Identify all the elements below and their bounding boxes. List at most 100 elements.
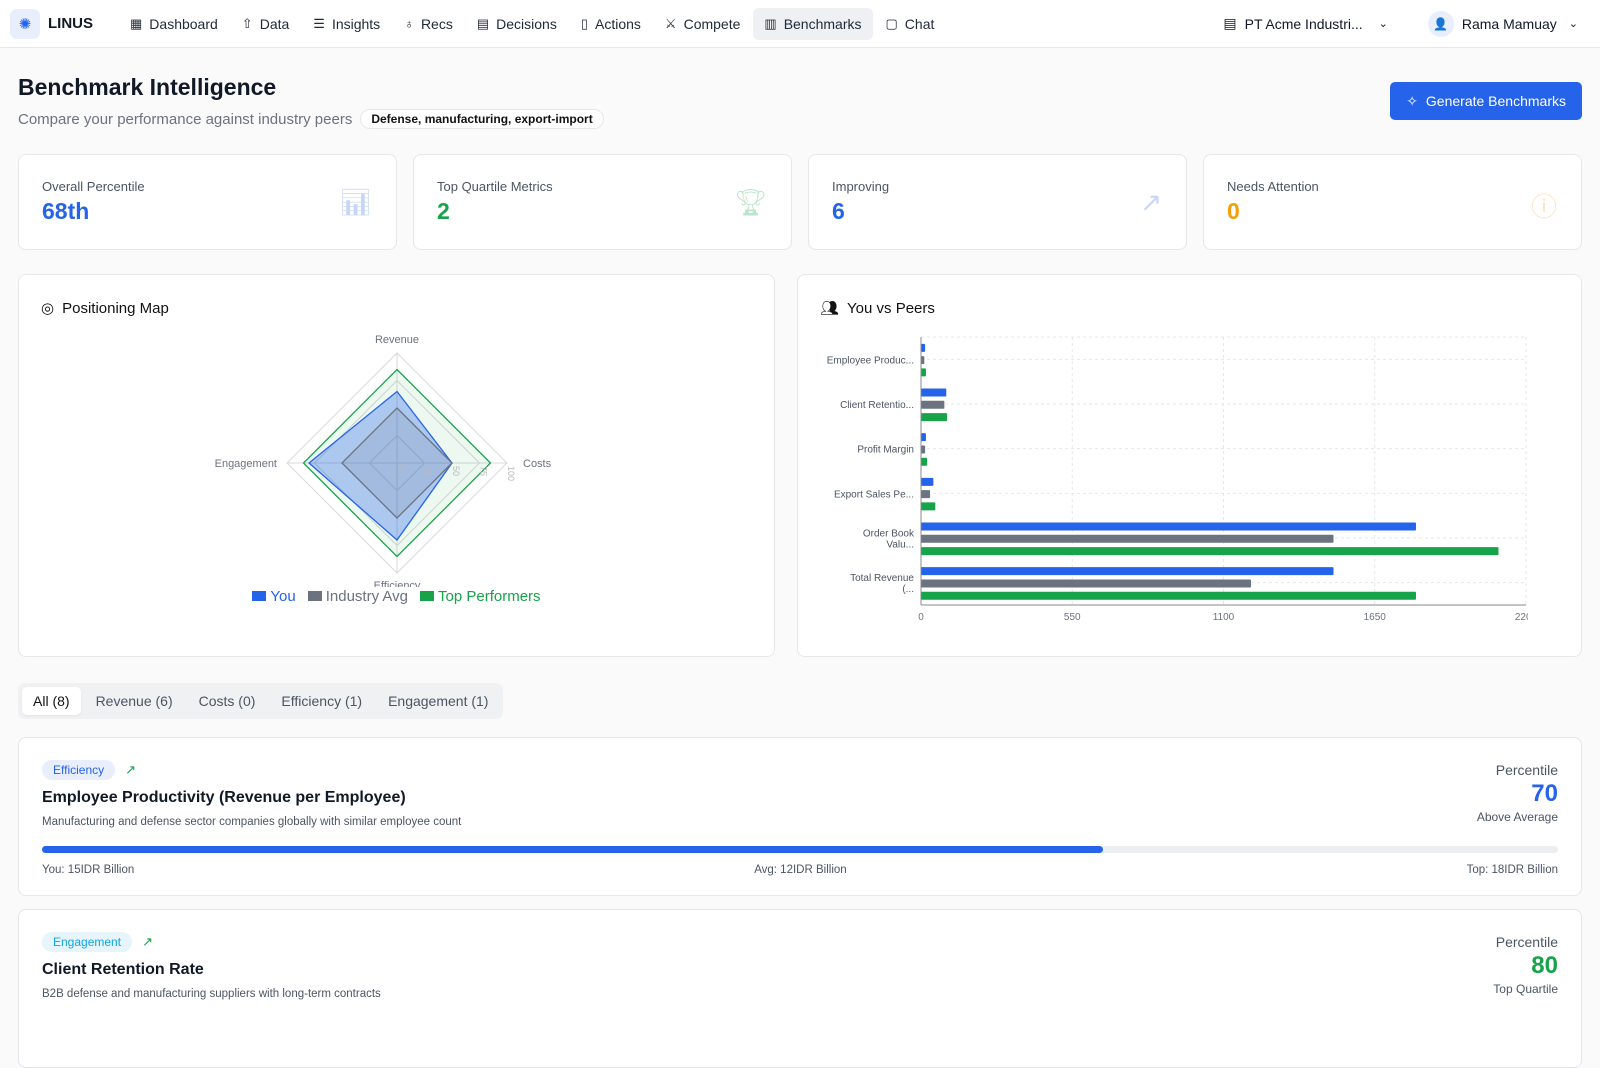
- tab-costs[interactable]: Costs (0): [198, 693, 256, 709]
- radar-tick-label: 100: [506, 466, 516, 481]
- dashboard-icon: ▦: [130, 15, 143, 31]
- you-vs-peers-panel: 👥︎ You vs Peers 0 550 1100 1650 2200 Employee …: [797, 274, 1582, 657]
- bar-chart: 0 550 1100 1650 2200 Employee Produc... Client…: [827, 336, 1528, 623]
- bar-industry-avg: [921, 445, 926, 454]
- bar-industry-avg: [921, 579, 1251, 588]
- clipboard-icon: ▯: [580, 15, 588, 31]
- radar-axis-label: Costs: [523, 458, 552, 470]
- metric-card[interactable]: Efficiency ↗ Employee Productivity (Reven…: [18, 737, 1582, 896]
- radar-legend: You Industry Avg Top Performers: [41, 588, 752, 605]
- nav-data[interactable]: ⇧ Data: [231, 8, 300, 40]
- radar-series-you: [307, 390, 453, 541]
- percentile-status: Top Quartile: [1493, 982, 1558, 996]
- y-tick-label: Export Sales Pe...: [834, 489, 914, 500]
- metric-title: Employee Productivity (Revenue per Emplo…: [42, 789, 406, 806]
- positioning-map-panel: ◎ Positioning Map Revenue Costs Efficiency E…: [18, 274, 775, 657]
- legend-top-performers[interactable]: Top Performers: [420, 588, 541, 605]
- x-tick-label: 0: [918, 612, 924, 623]
- nav-dashboard[interactable]: ▦ Dashboard: [119, 8, 229, 40]
- tab-efficiency[interactable]: Efficiency (1): [281, 693, 363, 709]
- bar-you: [921, 477, 934, 486]
- y-tick-label: Valu...: [886, 540, 914, 551]
- nav-benchmarks[interactable]: ▥ Benchmarks: [753, 7, 873, 40]
- trending-up-icon: ↗: [142, 934, 153, 949]
- percentile-status: Above Average: [1476, 810, 1558, 824]
- chevron-down-icon: ⌄: [1378, 18, 1388, 30]
- legend-you[interactable]: You: [252, 588, 296, 605]
- stat-value: 0: [1227, 198, 1240, 224]
- radar-axis-label: Efficiency: [374, 580, 421, 587]
- y-tick-label: Profit Margin: [857, 445, 914, 456]
- user-menu[interactable]: 👤 Rama Mamuay ⌄: [1427, 10, 1578, 37]
- nav-compete[interactable]: ⚔ Compete: [654, 8, 751, 40]
- industry-badge: Defense, manufacturing, export-import: [360, 109, 604, 129]
- generate-label: Generate Benchmarks: [1425, 93, 1566, 109]
- nav-insights[interactable]: ☰ Insights: [302, 8, 391, 40]
- bar-chart-icon: ▥: [764, 15, 777, 31]
- logo[interactable]: ✺ LINUS: [10, 8, 93, 39]
- percentile-label: Percentile: [1495, 934, 1558, 950]
- metric-title: Client Retention Rate: [42, 961, 204, 978]
- radar-tick-label: 50: [451, 466, 461, 476]
- nav-label: Recs: [420, 15, 453, 32]
- avg-value: Avg: 12IDR Billion: [754, 864, 847, 876]
- page-title: Benchmark Intelligence: [18, 74, 277, 100]
- bar-industry-avg: [921, 490, 931, 499]
- stat-value: 6: [832, 198, 845, 224]
- nav-label: Data: [259, 15, 290, 32]
- target-icon: ◎: [41, 300, 55, 317]
- x-tick-label: 1100: [1213, 612, 1235, 623]
- nav-recs[interactable]: ♁ Recs: [393, 8, 464, 40]
- percentile-bar: [42, 846, 1558, 853]
- trophy-icon: 🏆︎: [733, 187, 767, 217]
- panel-title: Positioning Map: [62, 299, 169, 317]
- stat-label: Overall Percentile: [42, 179, 145, 194]
- alert-circle-icon: ⓘ: [1530, 192, 1557, 222]
- stat-improving: Improving 6 ↗: [808, 154, 1187, 250]
- nav-decisions[interactable]: ▤ Decisions: [466, 8, 568, 40]
- company-selector[interactable]: ▤ PT Acme Industri... ⌄: [1223, 15, 1387, 32]
- nav-label: Compete: [683, 15, 741, 32]
- you-value: You: 15IDR Billion: [42, 864, 135, 876]
- swords-icon: ⚔: [664, 15, 677, 31]
- nav-label: Chat: [904, 15, 935, 32]
- nav-label: Dashboard: [149, 15, 218, 32]
- bar-industry-avg: [921, 400, 945, 409]
- upload-icon: ⇧: [241, 15, 253, 31]
- stat-value: 2: [437, 198, 450, 224]
- percentile-bar-fill: [42, 846, 1104, 853]
- metric-card[interactable]: Engagement ↗ Client Retention Rate B2B de…: [18, 909, 1582, 1068]
- stat-label: Top Quartile Metrics: [437, 179, 553, 194]
- generate-benchmarks-button[interactable]: ✧ Generate Benchmarks: [1390, 82, 1582, 120]
- stat-needs-attention: Needs Attention 0 ⓘ: [1203, 154, 1582, 250]
- bar-chart-icon: 📊︎: [338, 187, 372, 217]
- nav-chat[interactable]: ▢ Chat: [875, 8, 946, 40]
- radar-series-industry-avg: [341, 407, 453, 519]
- y-tick-label: Client Retentio...: [840, 400, 914, 411]
- nav-actions[interactable]: ▯ Actions: [570, 8, 652, 40]
- nav-label: Insights: [331, 15, 381, 32]
- sparkles-icon: ✧: [1406, 92, 1418, 109]
- tab-revenue[interactable]: Revenue (6): [95, 693, 173, 709]
- metric-description: B2B defense and manufacturing suppliers …: [42, 988, 381, 1000]
- stat-value: 68th: [42, 198, 90, 224]
- nav-label: Decisions: [496, 15, 557, 32]
- trending-up-icon: ↗: [125, 762, 137, 777]
- legend-industry-avg[interactable]: Industry Avg: [307, 588, 408, 605]
- tab-all[interactable]: All (8): [22, 687, 81, 715]
- bar-top-performers: [921, 547, 1499, 556]
- bar-top-performers: [921, 591, 1416, 600]
- percentile-value: 80: [1531, 952, 1558, 979]
- message-icon: ▢: [885, 15, 898, 31]
- tab-engagement[interactable]: Engagement (1): [388, 693, 489, 709]
- company-name: PT Acme Industri...: [1244, 15, 1363, 32]
- bar-top-performers: [921, 502, 936, 511]
- building-icon: ▤: [1223, 15, 1237, 31]
- database-icon: ☰: [313, 15, 325, 31]
- radar-series-top-performers: [302, 368, 492, 558]
- building-icon: ▤: [476, 15, 490, 31]
- lightbulb-icon: ♁: [404, 16, 414, 31]
- stat-top-quartile: Top Quartile Metrics 2 🏆︎: [413, 154, 792, 250]
- bar-you: [921, 433, 926, 442]
- radar-chart: Revenue Costs Efficiency Engagement 0 25 50 75 1…: [215, 334, 552, 592]
